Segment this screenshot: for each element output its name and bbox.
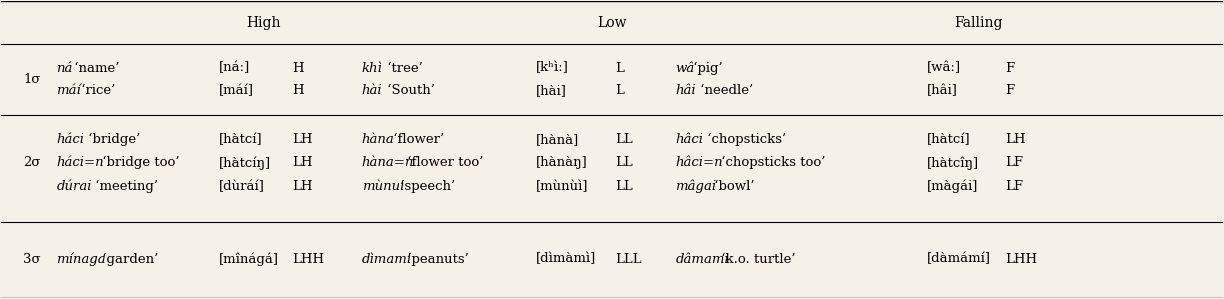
- Text: [dàmámí]: [dàmámí]: [927, 253, 991, 266]
- Text: ‘South’: ‘South’: [383, 84, 435, 97]
- Text: [kʰìː]: [kʰìː]: [536, 62, 569, 74]
- Text: 2σ: 2σ: [23, 156, 40, 169]
- Text: hài: hài: [361, 84, 382, 97]
- Text: [màgái]: [màgái]: [927, 180, 978, 193]
- Text: Falling: Falling: [955, 16, 1002, 30]
- Text: LL: LL: [616, 133, 633, 146]
- Text: LL: LL: [616, 156, 633, 169]
- Text: ná: ná: [56, 62, 72, 74]
- Text: ‘flower too’: ‘flower too’: [404, 156, 483, 169]
- Text: ‘bridge’: ‘bridge’: [84, 132, 141, 146]
- Text: High: High: [247, 16, 282, 30]
- Text: khì: khì: [361, 62, 382, 74]
- Text: [hài]: [hài]: [536, 84, 567, 97]
- Text: H: H: [293, 84, 304, 97]
- Text: [máí]: [máí]: [219, 84, 253, 97]
- Text: LH: LH: [293, 156, 312, 169]
- Text: mùnui: mùnui: [361, 180, 404, 193]
- Text: hâci: hâci: [676, 133, 704, 146]
- Text: mâgai: mâgai: [676, 180, 716, 193]
- Text: hâci=n: hâci=n: [676, 156, 723, 169]
- Text: [náː]: [náː]: [219, 62, 250, 74]
- Text: ‘name’: ‘name’: [70, 62, 120, 74]
- Text: dúrai: dúrai: [56, 180, 92, 193]
- Text: ‘flower’: ‘flower’: [389, 133, 444, 146]
- Text: [hànàŋ]: [hànàŋ]: [536, 156, 588, 169]
- Text: [hàtcí]: [hàtcí]: [927, 133, 971, 146]
- Text: ‘pig’: ‘pig’: [689, 61, 723, 75]
- Text: LLL: LLL: [616, 253, 643, 266]
- Text: mínaga: mínaga: [56, 252, 106, 266]
- Text: Low: Low: [597, 16, 627, 30]
- Text: LF: LF: [1005, 156, 1023, 169]
- Text: F: F: [1005, 84, 1015, 97]
- Text: [wâː]: [wâː]: [927, 62, 961, 74]
- Text: dìmami: dìmami: [361, 253, 411, 266]
- Text: ‘garden’: ‘garden’: [98, 252, 158, 266]
- Text: LH: LH: [1005, 133, 1026, 146]
- Text: L: L: [616, 62, 624, 74]
- Text: [mînágá]: [mînágá]: [219, 252, 279, 266]
- Text: háci: háci: [56, 133, 84, 146]
- Text: ‘needle’: ‘needle’: [696, 84, 754, 97]
- Text: 1σ: 1σ: [23, 73, 40, 86]
- Text: ‘speech’: ‘speech’: [397, 180, 455, 193]
- Text: LH: LH: [293, 180, 312, 193]
- Text: LL: LL: [616, 180, 633, 193]
- Text: ‘chopsticks’: ‘chopsticks’: [704, 132, 787, 146]
- Text: [hâi]: [hâi]: [927, 84, 958, 97]
- Text: ‘tree’: ‘tree’: [383, 62, 422, 74]
- Text: 3σ: 3σ: [23, 253, 40, 266]
- Text: [hàtcíŋ]: [hàtcíŋ]: [219, 156, 271, 170]
- Text: LHH: LHH: [293, 253, 324, 266]
- Text: háci=n: háci=n: [56, 156, 104, 169]
- Text: [hàtcí]: [hàtcí]: [219, 133, 262, 146]
- Text: ‘bowl’: ‘bowl’: [710, 180, 755, 193]
- Text: H: H: [293, 62, 304, 74]
- Text: L: L: [616, 84, 624, 97]
- Text: hàna=n: hàna=n: [361, 156, 414, 169]
- Text: LHH: LHH: [1005, 253, 1038, 266]
- Text: LH: LH: [293, 133, 312, 146]
- Text: ‘peanuts’: ‘peanuts’: [404, 252, 469, 266]
- Text: ‘rice’: ‘rice’: [77, 84, 115, 97]
- Text: [dùráí]: [dùráí]: [219, 180, 264, 193]
- Text: hàna: hàna: [361, 133, 394, 146]
- Text: [hàtcîŋ]: [hàtcîŋ]: [927, 156, 979, 170]
- Text: ‘chopsticks too’: ‘chopsticks too’: [717, 156, 826, 170]
- Text: ‘k.o. turtle’: ‘k.o. turtle’: [717, 253, 796, 266]
- Text: wâ: wâ: [676, 62, 695, 74]
- Text: [dìmàmì]: [dìmàmì]: [536, 253, 596, 266]
- Text: ‘bridge too’: ‘bridge too’: [98, 156, 180, 170]
- Text: [mùnùì]: [mùnùì]: [536, 180, 589, 193]
- Text: F: F: [1005, 62, 1015, 74]
- Text: [hànà]: [hànà]: [536, 133, 579, 146]
- Text: máí: máí: [56, 84, 81, 97]
- Text: dâmami: dâmami: [676, 253, 730, 266]
- Text: LF: LF: [1005, 180, 1023, 193]
- Text: hâi: hâi: [676, 84, 696, 97]
- Text: ‘meeting’: ‘meeting’: [91, 180, 158, 193]
